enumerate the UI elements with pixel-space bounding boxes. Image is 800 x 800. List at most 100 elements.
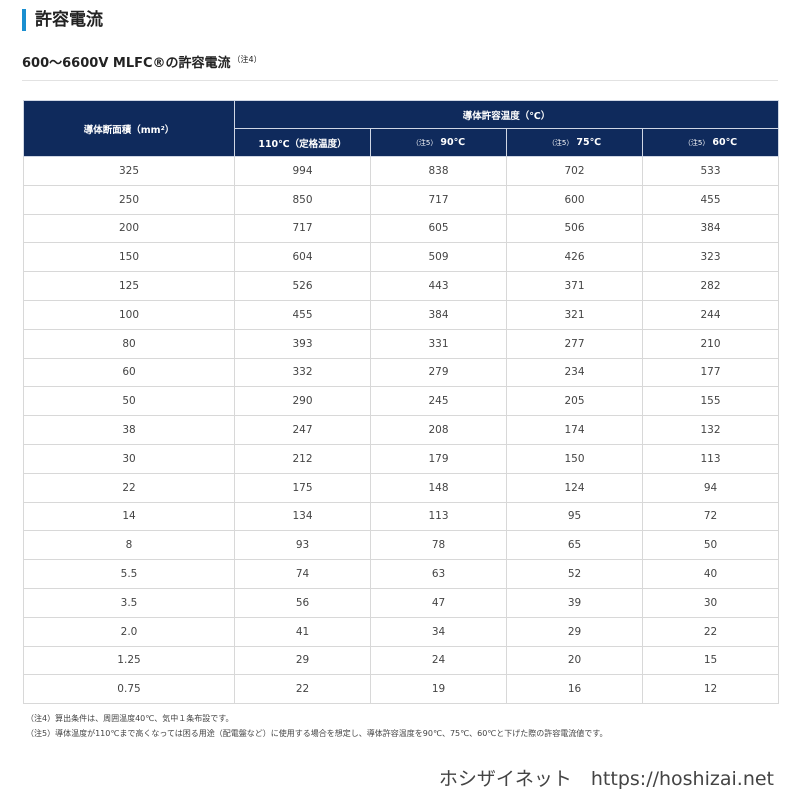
size-cell: 22 [23, 472, 235, 503]
current-cell: 24 [370, 645, 507, 676]
table-row: 5.5 74 63 52 40 [23, 559, 780, 589]
column-header: （注5） 60℃ [641, 128, 780, 157]
current-cell: 74 [234, 559, 371, 589]
current-cell: 323 [641, 242, 780, 273]
current-cell: 208 [370, 415, 507, 445]
column-header: （注5） 75℃ [506, 128, 643, 157]
current-cell: 332 [234, 357, 371, 388]
current-cell: 506 [506, 213, 643, 244]
current-cell: 52 [506, 559, 643, 589]
current-cell: 148 [370, 472, 507, 503]
column-header: （注5） 90℃ [370, 128, 507, 157]
current-cell: 134 [234, 501, 371, 532]
size-cell: 150 [23, 242, 235, 273]
size-cell: 14 [23, 501, 235, 532]
header-cell: 導体断面積（mm²） [23, 100, 235, 157]
column-header: 110℃（定格温度） [234, 128, 371, 157]
current-cell: 150 [506, 443, 643, 474]
current-cell: 155 [641, 386, 780, 417]
current-cell: 39 [506, 587, 643, 618]
current-cell: 717 [370, 184, 507, 215]
size-cell: 8 [23, 530, 235, 561]
current-cell: 331 [370, 328, 507, 359]
size-cell: 100 [23, 299, 235, 330]
current-cell: 282 [641, 271, 780, 301]
column-label: 60℃ [712, 137, 738, 148]
current-cell: 20 [506, 645, 643, 676]
current-cell: 212 [234, 443, 371, 474]
size-cell: 30 [23, 443, 235, 474]
size-cell: 125 [23, 271, 235, 301]
footnote: （注5）導体温度が110℃まで高くなっては困る用途（配電盤など）に使用する場合を… [26, 729, 608, 738]
current-cell: 47 [370, 587, 507, 618]
current-cell: 384 [370, 299, 507, 330]
table-row: 80 393 331 277 210 [23, 328, 780, 359]
size-cell: 2.0 [23, 616, 235, 647]
table-row: 100 455 384 321 244 [23, 299, 780, 330]
current-cell: 247 [234, 415, 371, 445]
table-row: 200 717 605 506 384 [23, 213, 780, 244]
current-cell: 234 [506, 357, 643, 388]
table-head: 導体断面積（mm²） 導体許容温度（℃） 110℃（定格温度） （注5） 90℃ （注5）… [23, 100, 780, 157]
current-cell: 56 [234, 587, 371, 618]
subtitle-text: 600〜6600V MLFC®の許容電流 [22, 56, 231, 71]
current-cell: 50 [641, 530, 780, 561]
current-cell: 174 [506, 415, 643, 445]
current-cell: 175 [234, 472, 371, 503]
table-row: 60 332 279 234 177 [23, 357, 780, 388]
size-cell: 5.5 [23, 559, 235, 589]
table-row: 38 247 208 174 132 [23, 415, 780, 445]
current-cell: 279 [370, 357, 507, 388]
column-label: 75℃ [576, 137, 602, 148]
current-cell: 443 [370, 271, 507, 301]
size-cell: 3.5 [23, 587, 235, 618]
size-cell: 250 [23, 184, 235, 215]
current-cell: 509 [370, 242, 507, 273]
current-cell: 604 [234, 242, 371, 273]
table-body: 325 994 838 702 533 250 850 717 600 455 200 717 605 5… [23, 156, 780, 705]
current-cell: 179 [370, 443, 507, 474]
current-cell: 533 [641, 156, 780, 186]
current-cell: 384 [641, 213, 780, 244]
table-row: 14 134 113 95 72 [23, 501, 780, 532]
current-cell: 12 [641, 674, 780, 705]
column-label: 90℃ [440, 137, 466, 148]
column-note: （注5） [411, 139, 438, 147]
current-cell: 205 [506, 386, 643, 417]
current-cell: 41 [234, 616, 371, 647]
current-cell: 426 [506, 242, 643, 273]
size-cell: 50 [23, 386, 235, 417]
current-cell: 132 [641, 415, 780, 445]
current-table: 導体断面積（mm²） 導体許容温度（℃） 110℃（定格温度） （注5） 90℃ （注5）… [23, 100, 780, 705]
current-cell: 65 [506, 530, 643, 561]
size-cell: 200 [23, 213, 235, 244]
subtitle-note: （注4） [232, 54, 262, 64]
current-cell: 40 [641, 559, 780, 589]
current-cell: 16 [506, 674, 643, 705]
current-cell: 838 [370, 156, 507, 186]
table-row: 325 994 838 702 533 [23, 156, 780, 186]
current-cell: 72 [641, 501, 780, 532]
current-cell: 455 [234, 299, 371, 330]
current-cell: 22 [234, 674, 371, 705]
header-row: 110℃（定格温度） （注5） 90℃ （注5） 75℃ （注5） 60℃ [24, 128, 780, 157]
current-cell: 277 [506, 328, 643, 359]
current-cell: 455 [641, 184, 780, 215]
table-row: 125 526 443 371 282 [23, 271, 780, 301]
current-cell: 78 [370, 530, 507, 561]
current-cell: 19 [370, 674, 507, 705]
current-cell: 93 [234, 530, 371, 561]
current-cell: 717 [234, 213, 371, 244]
current-cell: 850 [234, 184, 371, 215]
column-note: （注5） [547, 139, 574, 147]
current-cell: 177 [641, 357, 780, 388]
current-cell: 393 [234, 328, 371, 359]
current-cell: 702 [506, 156, 643, 186]
current-cell: 29 [234, 645, 371, 676]
current-cell: 371 [506, 271, 643, 301]
current-cell: 600 [506, 184, 643, 215]
column-label: 110℃（定格温度） [258, 138, 347, 150]
current-cell: 290 [234, 386, 371, 417]
